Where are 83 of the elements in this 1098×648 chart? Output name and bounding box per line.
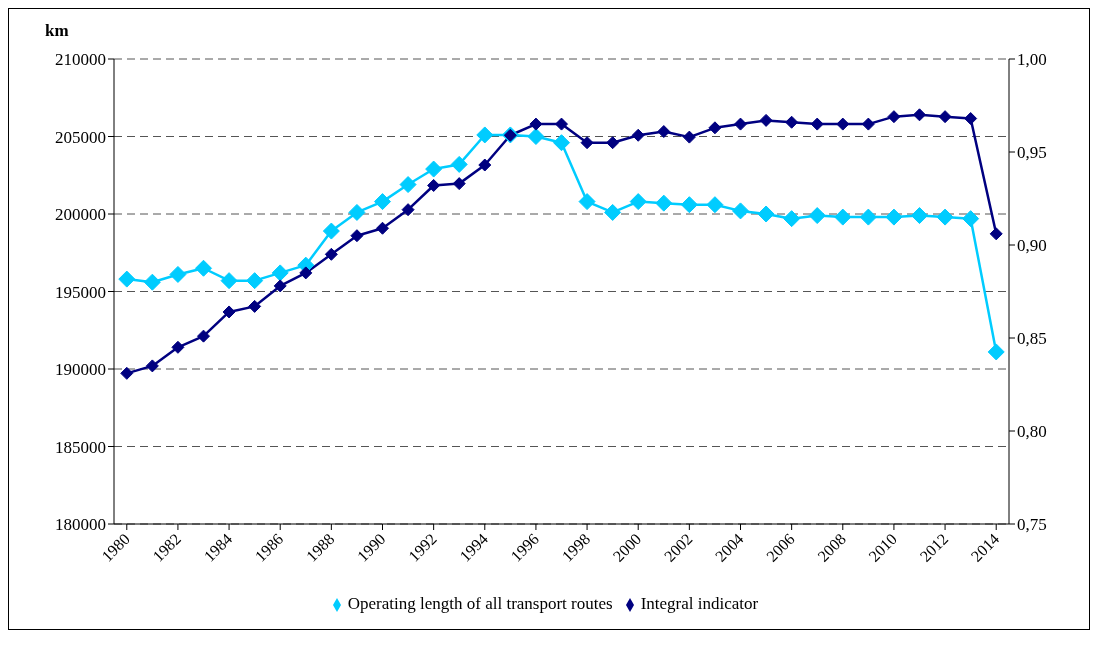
point xyxy=(808,207,826,225)
point xyxy=(529,117,543,131)
y-tick-label: 190000 xyxy=(55,360,106,380)
point xyxy=(887,110,901,124)
point xyxy=(246,272,264,290)
point xyxy=(962,210,980,228)
legend-label: Operating length of all transport routes xyxy=(347,594,613,613)
point xyxy=(427,178,441,192)
point xyxy=(734,117,747,131)
point xyxy=(143,273,161,291)
point xyxy=(476,126,494,144)
point xyxy=(452,177,466,191)
point xyxy=(374,193,391,211)
y2-tick-label: 1,00 xyxy=(1017,50,1047,70)
point xyxy=(195,259,212,277)
point xyxy=(783,210,801,228)
point xyxy=(478,158,492,172)
point xyxy=(220,272,238,290)
point xyxy=(785,115,799,129)
point xyxy=(555,117,568,131)
point xyxy=(527,128,545,145)
point xyxy=(169,265,187,283)
point xyxy=(989,227,1003,241)
point xyxy=(273,279,287,293)
point xyxy=(299,266,313,280)
point xyxy=(401,203,415,217)
y-tick-label: 180000 xyxy=(55,515,106,535)
point xyxy=(271,264,289,282)
point xyxy=(399,176,417,194)
point xyxy=(578,193,596,211)
point xyxy=(913,108,926,122)
point xyxy=(657,125,671,139)
point xyxy=(145,359,159,373)
point xyxy=(425,160,443,178)
point xyxy=(706,196,724,214)
point xyxy=(757,205,775,223)
point xyxy=(450,155,468,173)
point xyxy=(222,305,236,319)
y2-tick-label: 0,90 xyxy=(1017,236,1047,256)
point xyxy=(682,130,696,144)
point xyxy=(732,202,749,220)
point xyxy=(606,136,620,150)
point xyxy=(580,136,594,150)
point xyxy=(680,196,698,214)
point xyxy=(322,222,340,240)
point xyxy=(708,121,722,135)
point xyxy=(553,134,570,152)
y2-tick-label: 0,85 xyxy=(1017,329,1047,349)
point xyxy=(248,299,262,313)
point xyxy=(655,194,673,212)
point xyxy=(911,207,928,225)
point xyxy=(885,208,903,226)
point xyxy=(118,270,136,288)
point xyxy=(604,203,622,221)
y2-tick-label: 0,95 xyxy=(1017,143,1047,163)
point xyxy=(936,208,954,226)
point xyxy=(836,117,850,131)
point xyxy=(171,340,185,354)
point xyxy=(376,221,389,235)
y2-tick-label: 0,80 xyxy=(1017,422,1047,442)
point xyxy=(859,208,877,226)
y-tick-label: 185000 xyxy=(55,437,106,457)
point xyxy=(120,366,134,380)
point xyxy=(834,208,852,226)
point xyxy=(861,117,875,131)
y2-tick-label: 0,75 xyxy=(1017,515,1047,535)
legend-label: Integral indicator xyxy=(640,594,759,613)
y-tick-label: 200000 xyxy=(55,205,106,225)
point xyxy=(324,247,338,261)
point xyxy=(350,229,364,243)
point xyxy=(197,329,210,343)
point xyxy=(348,203,366,221)
y-axis-title: km xyxy=(45,21,69,41)
point xyxy=(938,110,952,124)
point xyxy=(810,117,824,131)
y-tick-label: 205000 xyxy=(55,127,106,147)
point xyxy=(964,112,978,126)
point xyxy=(987,343,1005,361)
point xyxy=(759,113,773,127)
y-tick-label: 210000 xyxy=(55,50,106,70)
point xyxy=(631,128,645,142)
point xyxy=(629,193,647,211)
y-tick-label: 195000 xyxy=(55,282,106,302)
